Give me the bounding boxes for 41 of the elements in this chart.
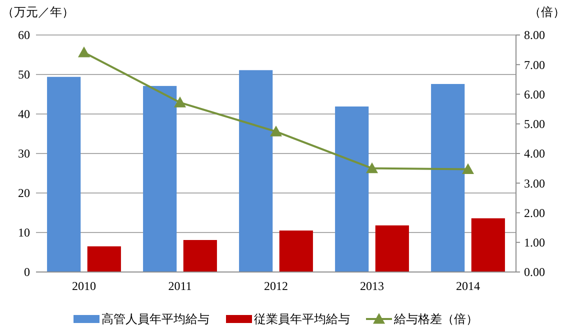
y2-tick-label: 6.00	[524, 87, 545, 102]
y-tick-label: 50	[18, 68, 30, 82]
y2-tick-label: 2.00	[524, 206, 545, 220]
bar	[375, 225, 409, 272]
y-tick-label: 60	[18, 28, 30, 42]
bar	[431, 84, 465, 272]
bar	[183, 240, 217, 272]
point	[270, 126, 282, 136]
y-tick-label: 30	[18, 146, 30, 161]
x-tick-label: 2010	[72, 279, 96, 293]
x-tick-label: 2012	[264, 279, 288, 293]
x-tick-label: 2014	[456, 279, 480, 293]
y2-tick-label: 5.00	[524, 117, 545, 132]
y2-tick-label: 7.00	[524, 58, 545, 72]
bar	[471, 218, 505, 272]
y2-tick-label: 4.00	[524, 146, 545, 161]
y2-tick-label: 0.00	[524, 265, 545, 280]
bar	[239, 70, 273, 272]
point	[78, 46, 90, 58]
y-axis-title: （万元／年）	[2, 5, 74, 19]
y-tick-label: 40	[18, 107, 30, 122]
y2-axis-title: （倍）	[529, 5, 565, 19]
y-tick-label: 10	[18, 226, 30, 240]
y2-tick-label: 3.00	[524, 176, 545, 190]
x-tick-label: 2013	[360, 279, 384, 293]
bar	[335, 106, 369, 272]
legend-label: 高管人員年平均給与	[102, 312, 210, 326]
bar	[279, 230, 313, 272]
y2-tick-label: 1.00	[524, 236, 545, 250]
bar	[87, 246, 121, 272]
y-tick-label: 0	[24, 265, 30, 280]
point	[366, 162, 378, 174]
x-tick-label: 2011	[168, 279, 192, 293]
point	[174, 96, 186, 108]
bar	[143, 86, 177, 272]
legend-label: 給与格差（倍）	[393, 312, 478, 326]
bar	[47, 76, 81, 272]
y-tick-label: 20	[18, 186, 30, 200]
y2-tick-label: 8.00	[524, 28, 545, 42]
point	[462, 163, 474, 174]
legend-label: 従業員年平均給与	[254, 312, 350, 326]
